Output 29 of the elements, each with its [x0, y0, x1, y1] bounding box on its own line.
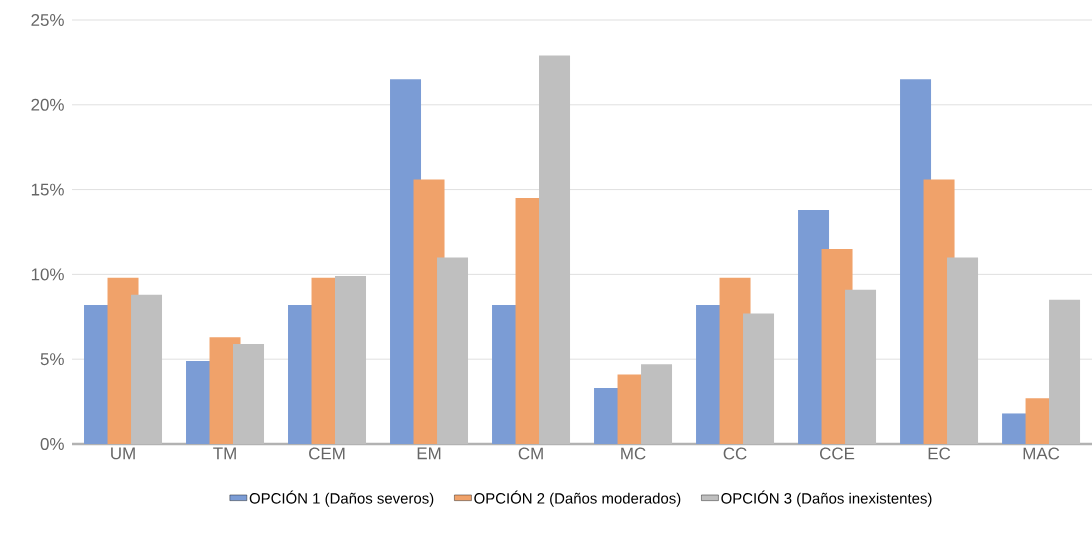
y-tick-label: 0% [40, 437, 64, 450]
bar [845, 289, 877, 444]
legend-label: OPCIÓN 3 (Daños inexistentes) [721, 490, 932, 507]
bar [641, 364, 673, 444]
y-tick-label: 10% [31, 268, 64, 281]
x-tick-label: CCE [820, 447, 855, 460]
legend-label: OPCIÓN 2 (Daños moderados) [474, 490, 681, 507]
y-tick-label: 20% [31, 98, 64, 111]
legend-label: OPCIÓN 1 (Daños severos) [249, 490, 434, 507]
bar [743, 313, 775, 444]
bar [947, 257, 979, 444]
y-tick-label: 5% [40, 353, 64, 366]
x-tick-label: MC [621, 447, 646, 460]
x-tick-label: CC [723, 447, 747, 460]
x-tick-label: UM [111, 447, 135, 460]
x-tick-label: CM [518, 447, 543, 460]
y-tick-label: 25% [31, 13, 64, 26]
bar [539, 55, 571, 444]
x-tick-label: MAC [1023, 447, 1060, 460]
x-tick-label: EM [417, 447, 441, 460]
x-tick-label: TM [213, 447, 236, 460]
x-tick-label: CEM [309, 447, 345, 460]
x-tick-label: EC [928, 447, 951, 460]
bar [233, 343, 265, 444]
bar [131, 294, 163, 444]
bar [335, 276, 367, 444]
bar [1049, 299, 1081, 444]
y-tick-label: 15% [31, 183, 64, 196]
bar [437, 257, 469, 444]
